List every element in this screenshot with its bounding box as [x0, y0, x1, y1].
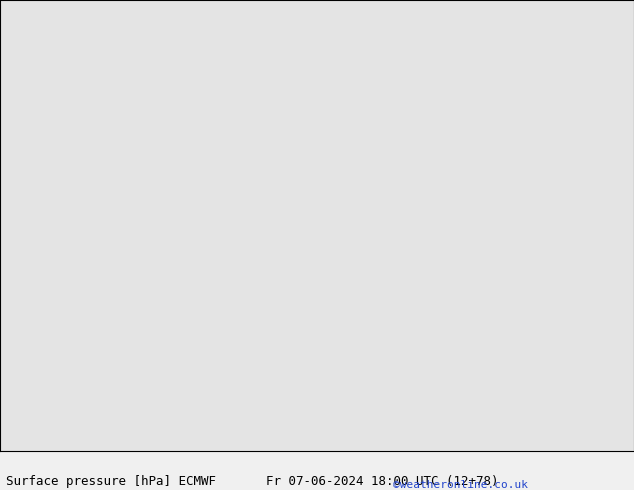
- Text: ©weatheronline.co.uk: ©weatheronline.co.uk: [393, 480, 528, 490]
- Text: Surface pressure [hPa] ECMWF: Surface pressure [hPa] ECMWF: [6, 474, 216, 488]
- Text: Fr 07-06-2024 18:00 UTC (12+78): Fr 07-06-2024 18:00 UTC (12+78): [266, 474, 499, 488]
